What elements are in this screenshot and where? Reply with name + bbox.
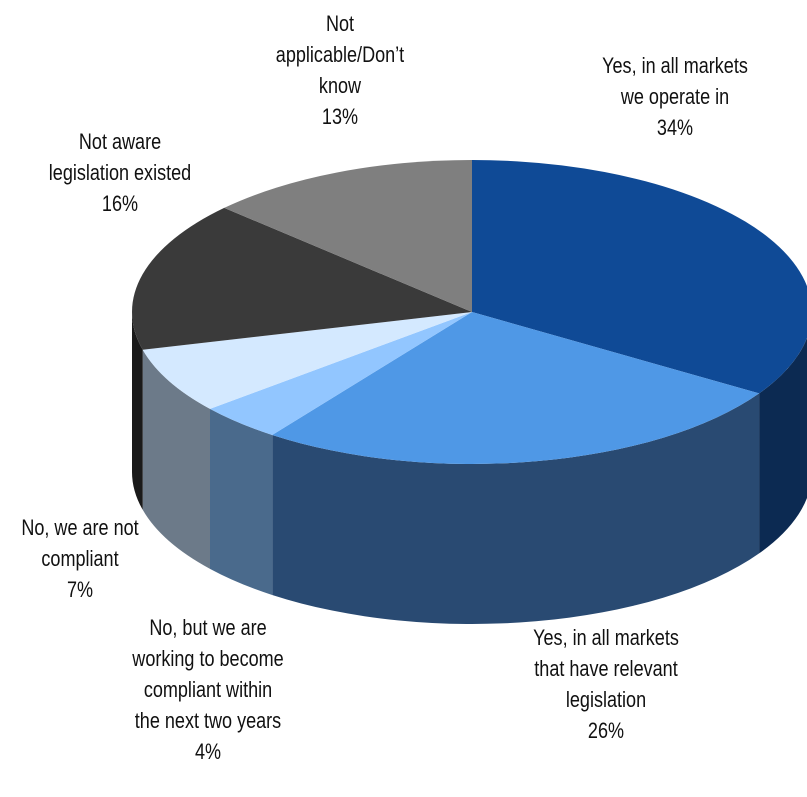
label-yes-relevant-legislation: Yes, in all markets that have relevant l… <box>533 625 679 743</box>
pie-sides <box>132 312 807 625</box>
pie-side-no-we-are-not-compliant <box>142 349 210 569</box>
pie-side-no-but-we-are-working-to-become-compliant-within-the-next-two-years <box>210 408 273 595</box>
pie-slice-no-we-are-not-compliant <box>142 312 472 409</box>
pie-slice-yes-in-all-markets-we-operate-in <box>472 160 807 394</box>
label-not-aware: Not aware legislation existed 16% <box>48 129 192 216</box>
pie-side-yes-in-all-markets-we-operate-in <box>759 337 807 554</box>
label-yes-all-markets: Yes, in all markets we operate in 34% <box>602 53 748 140</box>
pie-slice-not-aware-legislation-existed <box>132 207 473 350</box>
pie-side-yes-in-all-markets-that-have-relevant-legislation <box>272 393 760 625</box>
pie-slice-not-applicable-don-t-know <box>224 160 472 312</box>
pie-slice-yes-in-all-markets-that-have-relevant-legislation <box>272 312 760 465</box>
pie-side-not-aware-legislation-existed <box>132 312 143 510</box>
label-working-to-comply: No, but we are working to become complia… <box>132 615 284 764</box>
label-not-applicable: Not applicable/Don’t know 13% <box>275 11 405 129</box>
pie-slice-no-but-we-are-working-to-become-compliant-within-the-next-two-years <box>210 312 472 435</box>
label-not-compliant: No, we are not compliant 7% <box>21 515 139 602</box>
pie-tops <box>132 160 807 465</box>
